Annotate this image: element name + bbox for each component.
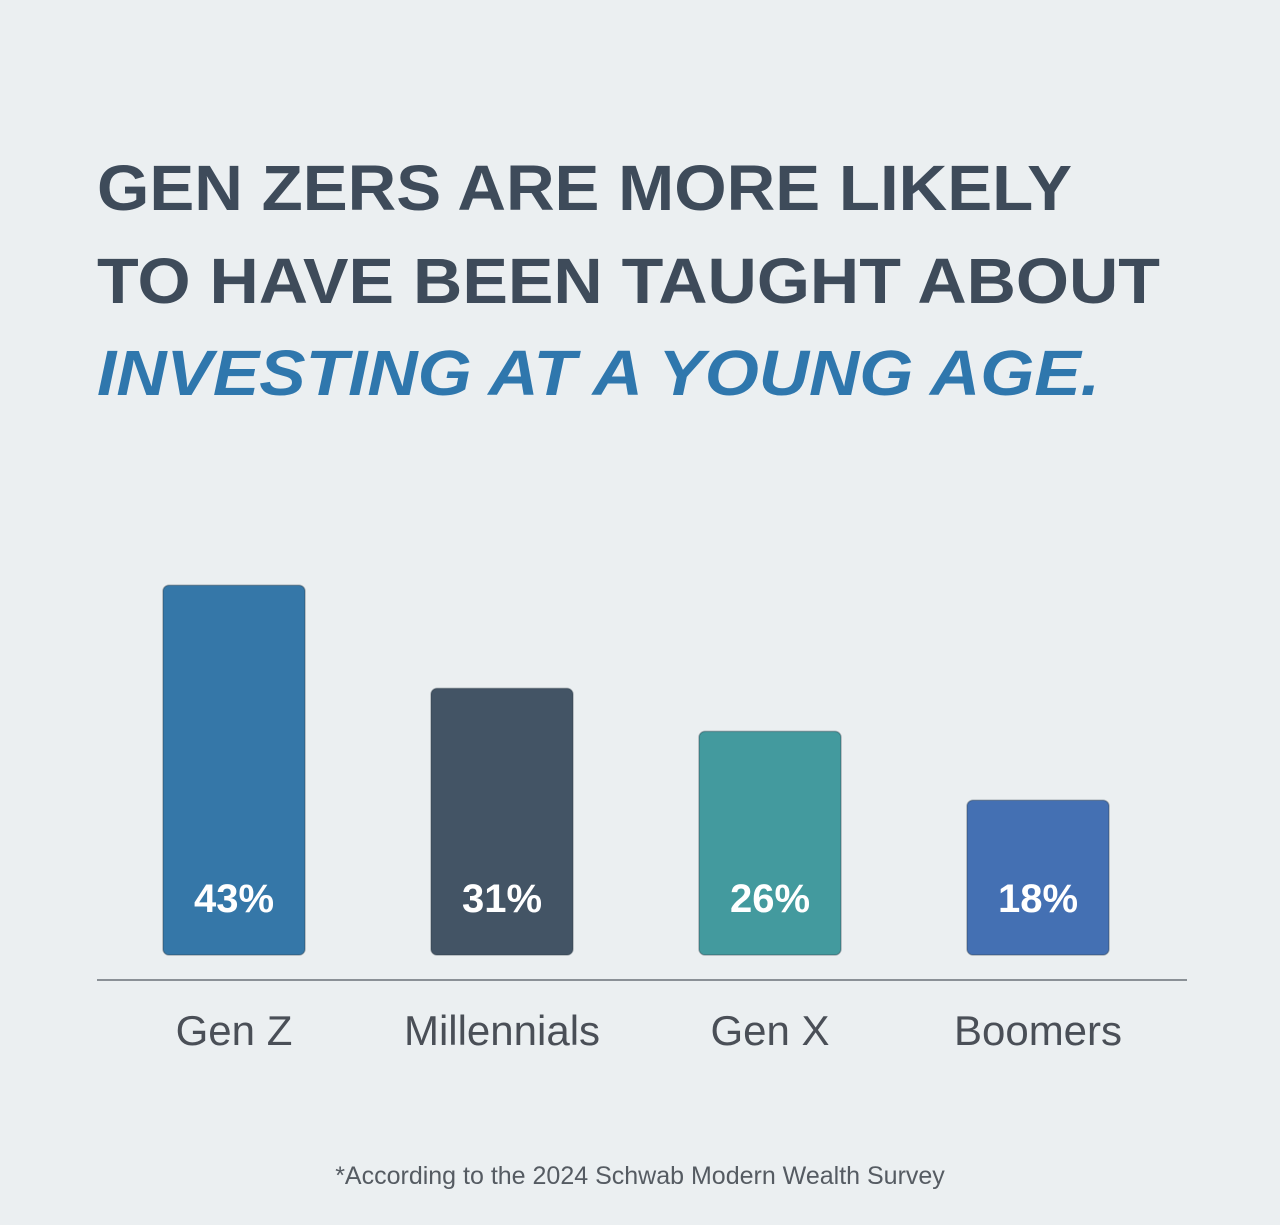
- value-label: 31%: [462, 877, 542, 921]
- chart-title: INVESTING AT A YOUNG AGE.: [97, 337, 1100, 409]
- bar: [162, 584, 306, 956]
- value-label: 26%: [730, 877, 810, 921]
- x-tick-label: Millennials: [404, 1007, 600, 1054]
- footnote: *According to the 2024 Schwab Modern Wea…: [335, 1162, 945, 1190]
- x-tick-label: Gen Z: [176, 1007, 293, 1054]
- x-tick-label: Boomers: [954, 1007, 1122, 1054]
- chart-title: GEN ZERS ARE MORE LIKELY: [97, 152, 1072, 224]
- bar: [966, 799, 1110, 956]
- x-tick-label: Gen X: [710, 1007, 829, 1054]
- value-label: 18%: [998, 877, 1078, 921]
- chart-title: TO HAVE BEEN TAUGHT ABOUT: [97, 245, 1160, 317]
- bar: [698, 730, 842, 956]
- bar: [430, 687, 574, 956]
- value-label: 43%: [194, 877, 274, 921]
